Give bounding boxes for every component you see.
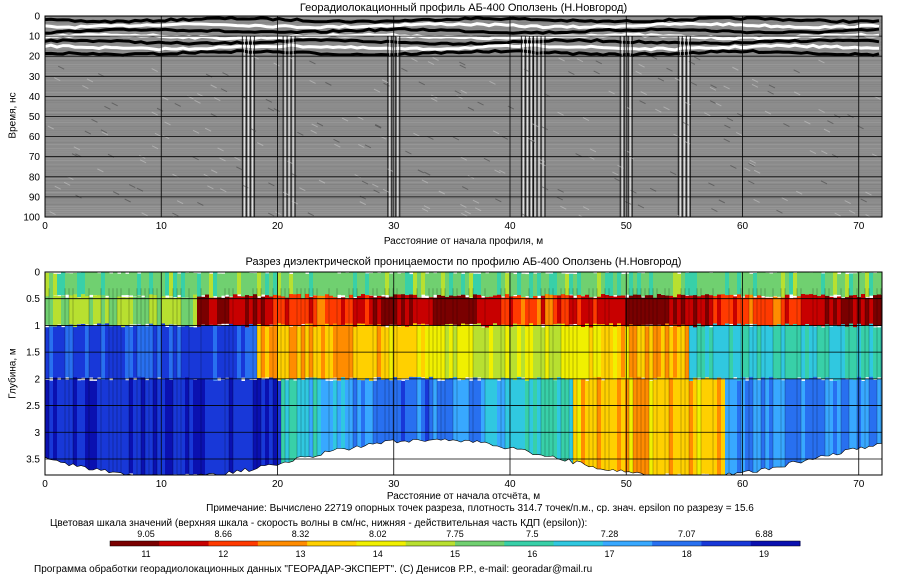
- gpr-x-tick-label: 0: [42, 221, 48, 232]
- color-scale-swatch: [257, 541, 308, 546]
- permittivity-x-axis-label: Расстояние от начала отсчёта, м: [386, 491, 541, 502]
- gpr-y-tick-label: 10: [29, 32, 41, 43]
- permittivity-x-tick-label: 30: [388, 479, 400, 490]
- color-scale-swatch: [405, 541, 456, 546]
- permittivity-section: [45, 272, 882, 475]
- gpr-x-tick-label: 10: [156, 221, 168, 232]
- color-scale-swatch: [504, 541, 555, 546]
- color-scale-swatch: [701, 541, 752, 546]
- velocity-scale-label: 7.07: [678, 529, 696, 539]
- color-scale-swatch: [208, 541, 259, 546]
- permittivity-y-tick-label: 1.5: [26, 348, 40, 359]
- permittivity-ticks: 0 10 20 30 40 50 60 70 0 0.5 1 1.5 2 2.5 3 3.5: [26, 268, 865, 491]
- gpr-grid: [44, 15, 883, 218]
- color-scale-swatch: [356, 541, 407, 546]
- gpr-y-tick-label: 100: [23, 213, 40, 224]
- epsilon-scale-label: 17: [604, 549, 614, 559]
- permittivity-y-tick-label: 3: [34, 428, 40, 439]
- gpr-x-tick-label: 50: [621, 221, 633, 232]
- gpr-chart-title: Георадиолокационный профиль АБ-400 Ополз…: [299, 2, 628, 14]
- color-scale-swatch: [307, 541, 357, 546]
- gpr-radargram: [45, 16, 882, 217]
- gpr-x-tick-label: 40: [504, 221, 516, 232]
- gpr-x-tick-label: 20: [272, 221, 284, 232]
- permittivity-grid: [44, 271, 883, 476]
- permittivity-y-tick-label: 2.5: [26, 401, 40, 412]
- permittivity-x-tick-label: 10: [156, 479, 168, 490]
- gpr-x-axis-label: Расстояние от начала профиля, м: [383, 236, 544, 247]
- color-scale-bar: 9.05 8.66 8.32 8.02 7.75 7.5 7.28 7.07 6.88 11 12 1…: [109, 529, 801, 559]
- epsilon-scale-label: 15: [450, 549, 460, 559]
- epsilon-scale-label: 13: [295, 549, 305, 559]
- permittivity-y-tick-label: 2: [34, 374, 40, 385]
- color-scale-swatch: [750, 541, 801, 546]
- permittivity-x-tick-label: 70: [853, 479, 865, 490]
- color-scale-swatch: [159, 541, 210, 546]
- permittivity-x-tick-label: 50: [621, 479, 633, 490]
- permittivity-y-tick-label: 1: [34, 321, 40, 332]
- permittivity-y-tick-label: 0.5: [26, 294, 40, 305]
- velocity-scale-label: 8.32: [292, 529, 310, 539]
- permittivity-y-tick-label: 3.5: [26, 454, 40, 465]
- velocity-scale-label: 7.5: [526, 529, 539, 539]
- color-scale-swatch: [455, 541, 505, 546]
- color-scale-caption: Цветовая шкала значений (верхняя шкала -…: [50, 518, 588, 529]
- calc-note: Примечание: Вычислено 22719 опорных точе…: [206, 503, 754, 514]
- permittivity-x-tick-label: 60: [737, 479, 749, 490]
- permittivity-x-tick-label: 0: [42, 479, 48, 490]
- gpr-y-tick-label: 20: [29, 52, 41, 63]
- color-scale-swatch: [110, 541, 160, 546]
- epsilon-scale-label: 12: [218, 549, 228, 559]
- color-scale-swatch: [553, 541, 604, 546]
- velocity-scale-label: 6.88: [755, 529, 773, 539]
- permittivity-x-tick-label: 20: [272, 479, 284, 490]
- epsilon-scale-label: 14: [373, 549, 383, 559]
- gpr-y-tick-label: 30: [29, 72, 41, 83]
- velocity-scale-label: 7.28: [601, 529, 619, 539]
- gpr-y-tick-label: 80: [29, 172, 41, 183]
- color-scale-swatch: [602, 541, 653, 546]
- gpr-y-tick-label: 60: [29, 132, 41, 143]
- velocity-scale-label: 7.75: [446, 529, 464, 539]
- permittivity-x-tick-label: 40: [504, 479, 516, 490]
- epsilon-scale-label: 11: [141, 549, 150, 559]
- gpr-y-tick-label: 90: [29, 192, 41, 203]
- gpr-ticks: 0 10 20 30 40 50 60 70 0 10 20 30 40 50 60 70 80 90 100: [23, 12, 864, 233]
- epsilon-scale-label: 18: [682, 549, 692, 559]
- permittivity-chart-title: Разрез диэлектрической проницаемости по …: [245, 256, 682, 268]
- color-scale-swatch: [652, 541, 702, 546]
- gpr-y-tick-label: 0: [34, 12, 40, 23]
- gpr-y-tick-label: 40: [29, 92, 41, 103]
- gpr-x-tick-label: 70: [853, 221, 865, 232]
- epsilon-scale-label: 19: [759, 549, 769, 559]
- velocity-scale-label: 9.05: [137, 529, 155, 539]
- gpr-x-tick-label: 60: [737, 221, 749, 232]
- permittivity-y-tick-label: 0: [34, 268, 40, 279]
- gpr-y-tick-label: 50: [29, 112, 41, 123]
- epsilon-scale-label: 16: [527, 549, 537, 559]
- footer-credits: Программа обработки георадиолокационных …: [34, 564, 593, 575]
- gpr-y-tick-label: 70: [29, 152, 41, 163]
- gpr-x-tick-label: 30: [388, 221, 400, 232]
- velocity-scale-label: 8.02: [369, 529, 387, 539]
- velocity-scale-label: 8.66: [214, 529, 232, 539]
